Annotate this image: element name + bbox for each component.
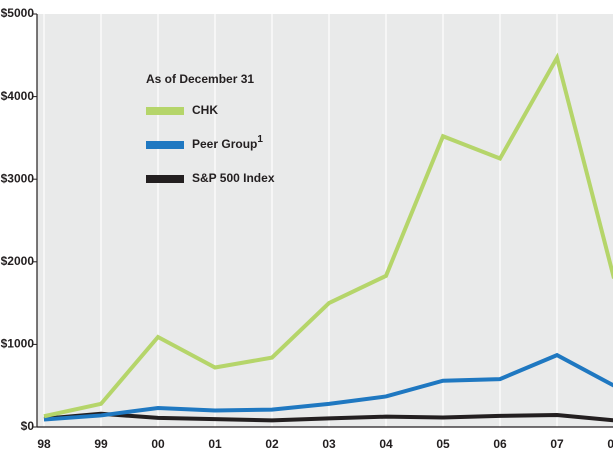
x-tick-label: 04 xyxy=(379,437,393,451)
x-tick-label: 98 xyxy=(37,437,51,451)
y-tick-label: $1000 xyxy=(1,337,35,351)
legend-label: CHK xyxy=(192,103,218,117)
series-line xyxy=(43,411,613,423)
y-tick-label: $0 xyxy=(21,419,35,433)
x-tick-label: 02 xyxy=(265,437,279,451)
series-line xyxy=(43,52,613,419)
plot-background xyxy=(37,14,613,427)
x-tick-label: 06 xyxy=(493,437,507,451)
legend-title: As of December 31 xyxy=(146,72,254,86)
series-line xyxy=(43,352,613,422)
x-tick-label: 00 xyxy=(151,437,165,451)
x-tick-label: 05 xyxy=(436,437,450,451)
legend-note: 1 xyxy=(257,134,263,145)
x-tick-label: 07 xyxy=(550,437,564,451)
legend-label: S&P 500 Index xyxy=(192,171,275,185)
x-tick-label: 01 xyxy=(208,437,222,451)
legend-label: Peer Group1 xyxy=(192,134,263,152)
x-tick-label: 03 xyxy=(322,437,336,451)
legend-swatch xyxy=(146,107,184,115)
y-tick-label: $3000 xyxy=(1,171,35,185)
legend-name: CHK xyxy=(192,103,218,117)
x-tick-label: 99 xyxy=(94,437,108,451)
legend-swatch xyxy=(146,141,184,149)
y-tick-label: $5000 xyxy=(1,6,35,20)
legend-name: S&P 500 Index xyxy=(192,171,275,185)
legend-name: Peer Group xyxy=(192,137,257,151)
legend-swatch xyxy=(146,175,184,183)
x-tick-label: 08 xyxy=(607,437,613,451)
y-tick-label: $4000 xyxy=(1,89,35,103)
y-tick-label: $2000 xyxy=(1,254,35,268)
